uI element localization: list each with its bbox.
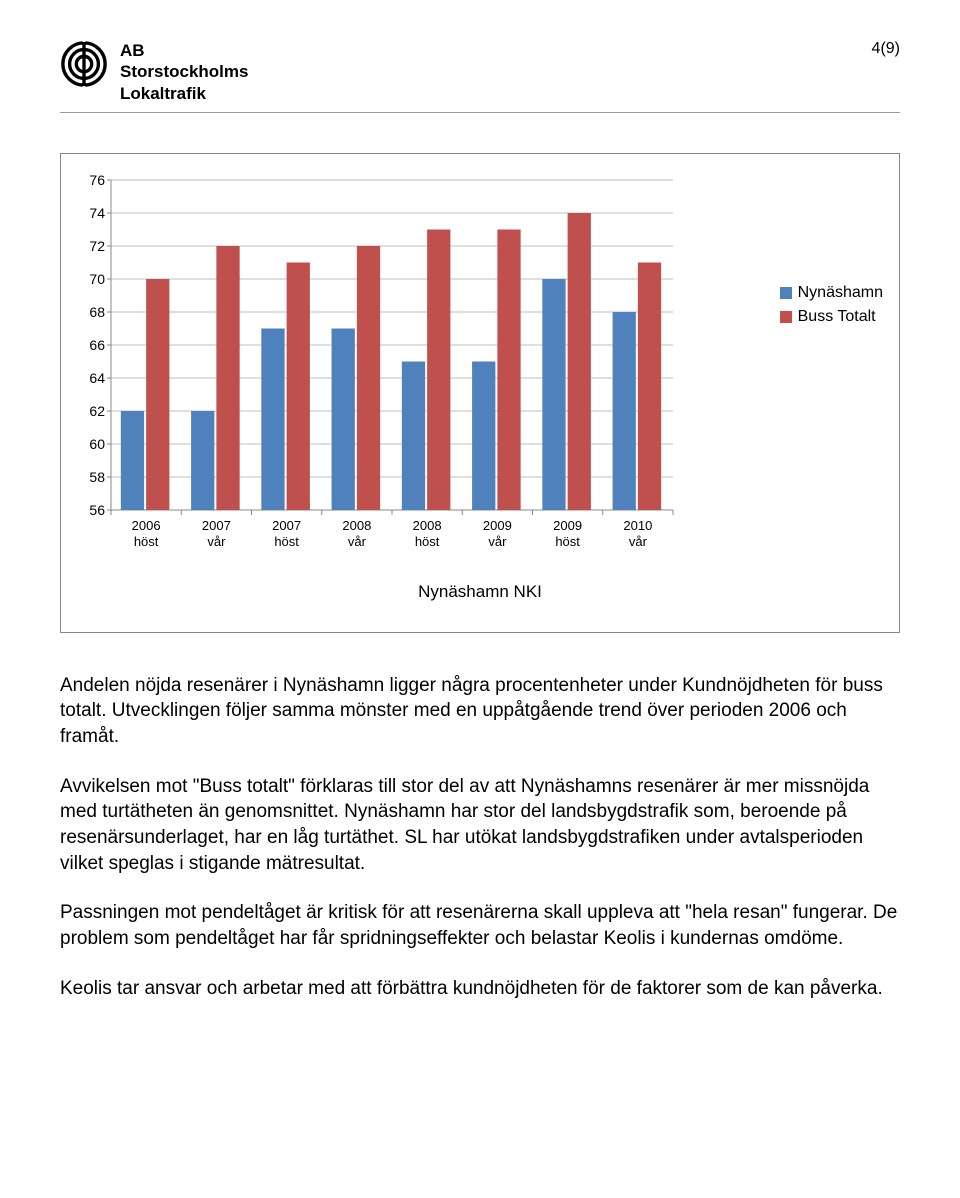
org-name: AB Storstockholms Lokaltrafik <box>120 40 248 104</box>
svg-text:64: 64 <box>89 370 105 386</box>
svg-text:2010: 2010 <box>623 518 652 533</box>
legend-label: Buss Totalt <box>798 308 876 326</box>
svg-text:2007: 2007 <box>272 518 301 533</box>
svg-text:höst: höst <box>415 534 440 549</box>
org-line3: Lokaltrafik <box>120 83 248 104</box>
svg-text:2009: 2009 <box>553 518 582 533</box>
body-text: Andelen nöjda resenärer i Nynäshamn ligg… <box>60 673 900 1001</box>
svg-text:56: 56 <box>89 502 105 518</box>
svg-text:vår: vår <box>629 534 648 549</box>
chart-title: Nynäshamn NKI <box>77 582 883 602</box>
svg-text:vår: vår <box>207 534 226 549</box>
svg-text:68: 68 <box>89 304 105 320</box>
header-left: AB Storstockholms Lokaltrafik <box>60 40 248 104</box>
page-header: AB Storstockholms Lokaltrafik 4(9) <box>60 40 900 113</box>
org-line1: AB <box>120 40 248 61</box>
svg-text:66: 66 <box>89 337 105 353</box>
svg-text:höst: höst <box>274 534 299 549</box>
svg-text:58: 58 <box>89 469 105 485</box>
svg-text:2006: 2006 <box>132 518 161 533</box>
legend-item: Nynäshamn <box>780 284 883 302</box>
paragraph-1: Andelen nöjda resenärer i Nynäshamn ligg… <box>60 673 900 750</box>
legend-item: Buss Totalt <box>780 308 883 326</box>
svg-text:vår: vår <box>348 534 367 549</box>
svg-text:2007: 2007 <box>202 518 231 533</box>
org-line2: Storstockholms <box>120 61 248 82</box>
svg-text:74: 74 <box>89 205 105 221</box>
sl-logo-icon <box>60 40 108 93</box>
svg-text:höst: höst <box>555 534 580 549</box>
chart-container: 56586062646668707274762006höst2007vår200… <box>60 153 900 633</box>
svg-text:höst: höst <box>134 534 159 549</box>
page-number: 4(9) <box>872 40 900 58</box>
paragraph-2: Avvikelsen mot "Buss totalt" förklaras t… <box>60 774 900 877</box>
svg-text:72: 72 <box>89 238 105 254</box>
svg-text:2008: 2008 <box>413 518 442 533</box>
svg-text:62: 62 <box>89 403 105 419</box>
svg-text:2008: 2008 <box>342 518 371 533</box>
svg-text:60: 60 <box>89 436 105 452</box>
legend-label: Nynäshamn <box>798 284 883 302</box>
svg-text:2009: 2009 <box>483 518 512 533</box>
legend-swatch-icon <box>780 311 792 323</box>
svg-text:vår: vår <box>488 534 507 549</box>
legend-swatch-icon <box>780 287 792 299</box>
paragraph-4: Keolis tar ansvar och arbetar med att fö… <box>60 976 900 1002</box>
svg-text:70: 70 <box>89 271 105 287</box>
legend: Nynäshamn Buss Totalt <box>780 284 883 332</box>
bar-chart: 56586062646668707274762006höst2007vår200… <box>77 174 770 564</box>
svg-text:76: 76 <box>89 174 105 188</box>
paragraph-3: Passningen mot pendeltåget är kritisk fö… <box>60 900 900 951</box>
